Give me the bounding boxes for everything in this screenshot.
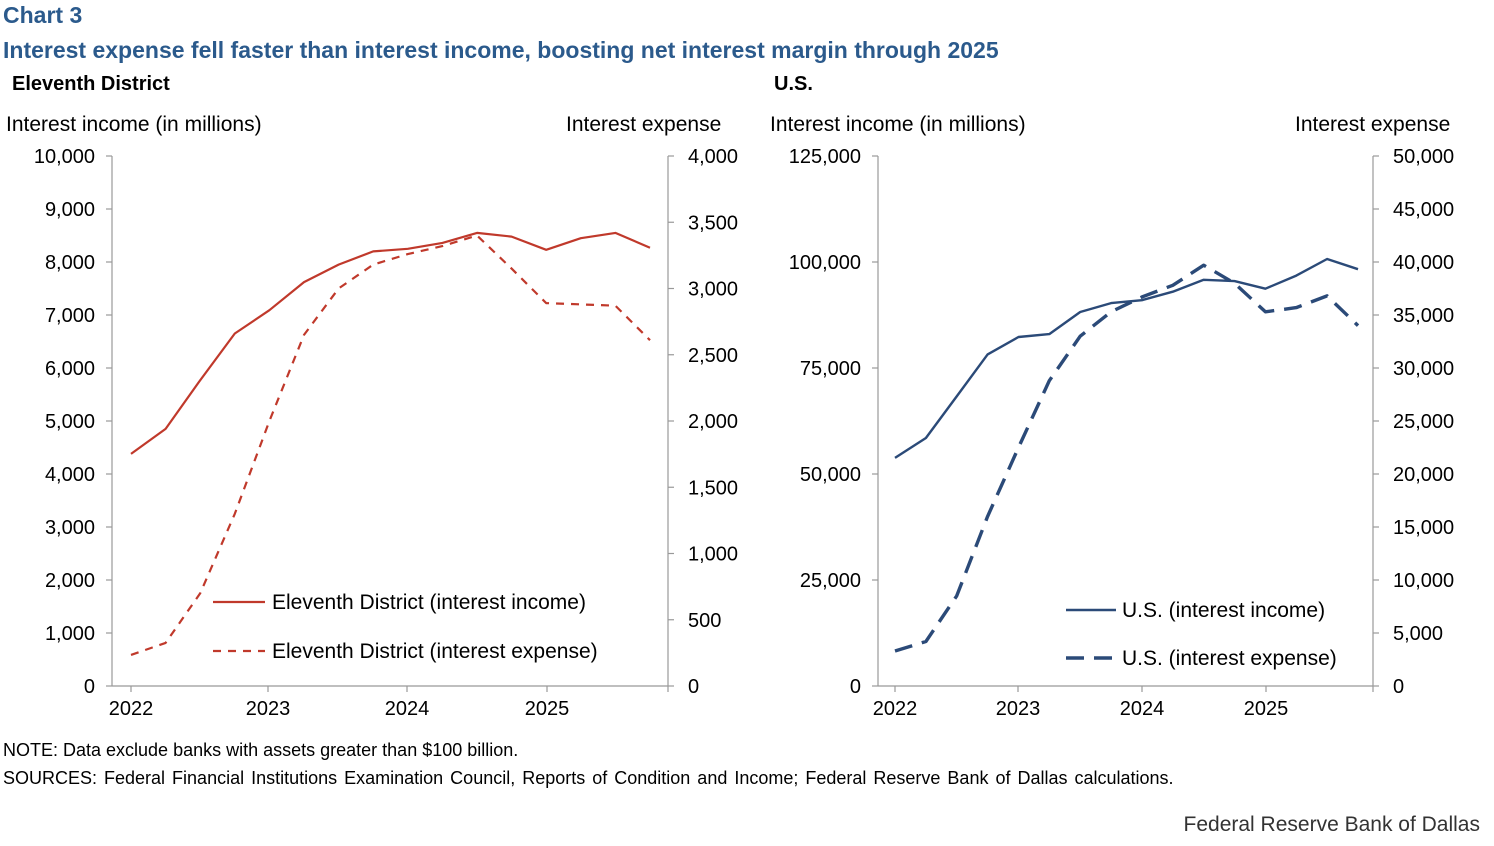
us-right-tick-label: 0	[1393, 676, 1404, 698]
us-right-tick-label: 20,000	[1393, 464, 1454, 486]
eleventh-district-x-tick-label: 2025	[525, 698, 570, 720]
us-right-tick-label: 50,000	[1393, 146, 1454, 168]
us-legend-label: U.S. (interest income)	[1122, 599, 1325, 622]
us-left-tick-label: 25,000	[800, 570, 861, 592]
eleventh-district-series-interest-expense-line	[130, 234, 651, 656]
us-right-tick-label: 40,000	[1393, 252, 1454, 274]
chart-title: Interest expense fell faster than intere…	[3, 37, 999, 63]
eleventh-district-left-tick-label: 5,000	[45, 411, 95, 433]
eleventh-district-right-tick-label: 3,500	[688, 212, 738, 234]
footnote-sources: SOURCES: Federal Financial Institutions …	[3, 768, 1174, 788]
us-left-tick-label: 75,000	[800, 358, 861, 380]
eleventh-district-left-tick-label: 6,000	[45, 358, 95, 380]
eleventh-district-right-tick-label: 2,500	[688, 345, 738, 367]
eleventh-district-left-tick-label: 1,000	[45, 623, 95, 645]
eleventh-district-left-tick-label: 2,000	[45, 570, 95, 592]
eleventh-district-left-tick-label: 10,000	[34, 146, 95, 168]
left-panel-y-axis-title: Interest income (in millions)	[6, 113, 262, 136]
panel-title-us: U.S.	[774, 73, 813, 95]
us-right-tick-label: 25,000	[1393, 411, 1454, 433]
eleventh-district-right-tick-label: 3,000	[688, 279, 738, 301]
us-x-tick-label: 2024	[1120, 698, 1165, 720]
eleventh-district-left-tick-label: 3,000	[45, 517, 95, 539]
panel-title-eleventh-district: Eleventh District	[12, 73, 170, 95]
eleventh-district-right-tick-label: 500	[688, 610, 721, 632]
footnote-note: NOTE: Data exclude banks with assets gre…	[3, 740, 519, 760]
eleventh-district-legend-label: Eleventh District (interest income)	[272, 591, 586, 614]
us-left-tick-label: 50,000	[800, 464, 861, 486]
eleventh-district-right-tick-label: 4,000	[688, 146, 738, 168]
eleventh-district-legend-label: Eleventh District (interest expense)	[272, 640, 598, 663]
publisher-credit: Federal Reserve Bank of Dallas	[1183, 813, 1480, 836]
us-x-tick-label: 2022	[873, 698, 918, 720]
eleventh-district-right-tick-label: 1,000	[688, 544, 738, 566]
us-left-tick-label: 0	[850, 676, 861, 698]
us-right-tick-label: 35,000	[1393, 305, 1454, 327]
us-x-tick-label: 2025	[1244, 698, 1289, 720]
eleventh-district-left-tick-label: 9,000	[45, 199, 95, 221]
right-panel-y2-axis-title: Interest expense	[1295, 113, 1451, 136]
us-left-tick-label: 125,000	[789, 146, 861, 168]
chart-number: Chart 3	[3, 2, 83, 28]
eleventh-district-right-tick-label: 2,000	[688, 411, 738, 433]
eleventh-district-right-tick-label: 0	[688, 676, 699, 698]
eleventh-district-left-tick-label: 7,000	[45, 305, 95, 327]
eleventh-district-x-tick-label: 2022	[109, 698, 154, 720]
us-right-tick-label: 15,000	[1393, 517, 1454, 539]
eleventh-district-left-tick-label: 0	[84, 676, 95, 698]
eleventh-district-x-tick-label: 2024	[385, 698, 430, 720]
us-series-interest-income-line	[894, 257, 1359, 459]
us-legend-label: U.S. (interest expense)	[1122, 647, 1337, 670]
us-series-interest-expense-line	[894, 263, 1360, 653]
eleventh-district-right-tick-label: 1,500	[688, 477, 738, 499]
us-x-tick-label: 2023	[996, 698, 1041, 720]
eleventh-district-x-tick-label: 2023	[246, 698, 291, 720]
right-panel-y-axis-title: Interest income (in millions)	[770, 113, 1026, 136]
left-panel-y2-axis-title: Interest expense	[566, 113, 722, 136]
eleventh-district-left-tick-label: 8,000	[45, 252, 95, 274]
us-right-tick-label: 30,000	[1393, 358, 1454, 380]
us-right-tick-label: 45,000	[1393, 199, 1454, 221]
eleventh-district-left-tick-label: 4,000	[45, 464, 95, 486]
us-right-tick-label: 10,000	[1393, 570, 1454, 592]
us-left-tick-label: 100,000	[789, 252, 861, 274]
eleventh-district-series-interest-income-line	[130, 231, 651, 455]
us-right-tick-label: 5,000	[1393, 623, 1443, 645]
